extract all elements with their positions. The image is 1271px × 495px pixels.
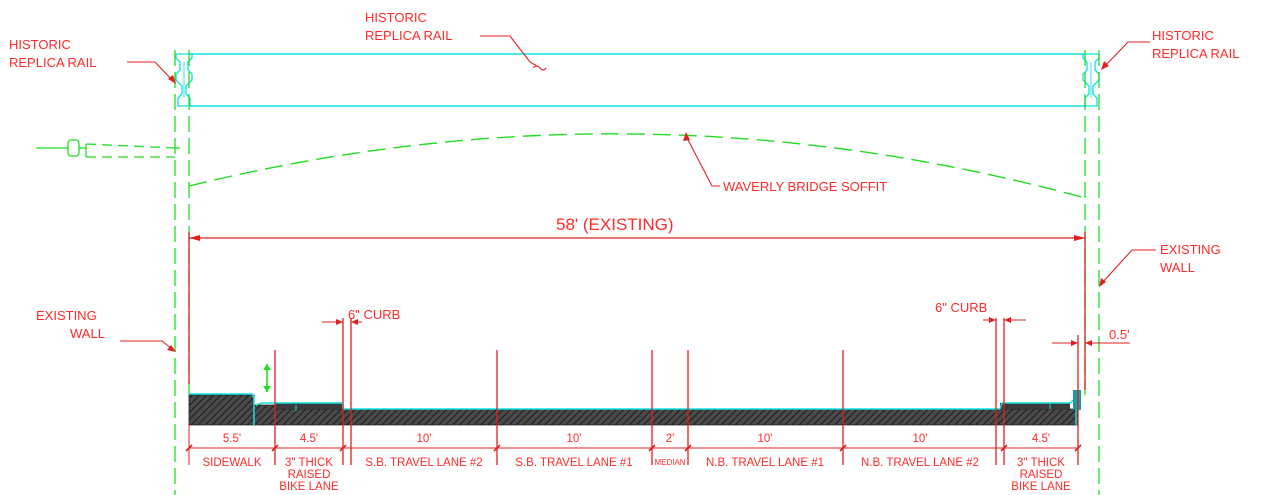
svg-text:WALL: WALL	[70, 326, 105, 341]
wall-callout-left: EXISTING WALL	[36, 308, 105, 341]
svg-text:RAISED: RAISED	[288, 469, 331, 481]
svg-text:3" THICK: 3" THICK	[285, 457, 333, 469]
svg-text:RAISED: RAISED	[1020, 469, 1063, 481]
svg-text:N.B. TRAVEL LANE #1: N.B. TRAVEL LANE #1	[706, 457, 824, 469]
svg-text:BIKE LANE: BIKE LANE	[1011, 481, 1071, 493]
svg-text:4.5': 4.5'	[300, 433, 318, 445]
svg-text:REPLICA RAIL: REPLICA RAIL	[9, 55, 96, 70]
deck-section	[188, 364, 1081, 426]
svg-text:3" THICK: 3" THICK	[1017, 457, 1065, 469]
svg-text:REPLICA RAIL: REPLICA RAIL	[1152, 46, 1239, 61]
svg-text:10': 10'	[758, 433, 773, 445]
lane-dimensions: 5.5' 4.5' 10' 10' 2' 10' 10' 4.5'	[223, 433, 1050, 445]
soffit-label: WAVERLY BRIDGE SOFFIT	[723, 179, 887, 194]
lane-names: SIDEWALK 3" THICK RAISED BIKE LANE S.B. …	[202, 457, 1071, 493]
svg-text:S.B. TRAVEL LANE #1: S.B. TRAVEL LANE #1	[515, 457, 632, 469]
callout-leaders	[120, 35, 1156, 352]
curb-label-left: 6" CURB	[348, 307, 400, 322]
svg-text:EXISTING: EXISTING	[1160, 242, 1221, 257]
svg-text:HISTORIC: HISTORIC	[365, 10, 427, 25]
svg-text:REPLICA RAIL: REPLICA RAIL	[365, 28, 452, 43]
svg-text:EXISTING: EXISTING	[36, 308, 97, 323]
svg-text:10': 10'	[913, 433, 928, 445]
svg-text:SIDEWALK: SIDEWALK	[202, 457, 261, 469]
svg-text:4.5': 4.5'	[1032, 433, 1050, 445]
soffit-arc	[188, 133, 1086, 199]
svg-text:10': 10'	[567, 433, 582, 445]
svg-text:S.B. TRAVEL LANE #2: S.B. TRAVEL LANE #2	[365, 457, 482, 469]
rail-callout-left: HISTORIC REPLICA RAIL	[9, 37, 96, 70]
svg-text:HISTORIC: HISTORIC	[1152, 28, 1214, 43]
existing-wall-lines	[174, 50, 1100, 495]
dimension-lines	[185, 232, 1130, 465]
rail-callout-top: HISTORIC REPLICA RAIL	[365, 10, 452, 43]
svg-text:2': 2'	[666, 433, 675, 445]
left-pipe-symbol	[36, 139, 180, 158]
svg-text:N.B. TRAVEL LANE #2: N.B. TRAVEL LANE #2	[861, 457, 979, 469]
svg-text:MEDIAN: MEDIAN	[654, 458, 685, 467]
svg-text:HISTORIC: HISTORIC	[9, 37, 71, 52]
rail-callout-right: HISTORIC REPLICA RAIL	[1152, 28, 1239, 61]
svg-text:5.5': 5.5'	[223, 433, 241, 445]
svg-text:WALL: WALL	[1160, 260, 1195, 275]
offset-label: 0.5'	[1109, 327, 1130, 342]
svg-text:BIKE LANE: BIKE LANE	[279, 481, 339, 493]
curb-label-right: 6" CURB	[935, 300, 987, 315]
existing-width-label: 58' (EXISTING)	[556, 215, 674, 234]
wall-callout-right: EXISTING WALL	[1160, 242, 1221, 275]
historic-replica-rail	[175, 53, 1100, 107]
svg-text:10': 10'	[417, 433, 432, 445]
